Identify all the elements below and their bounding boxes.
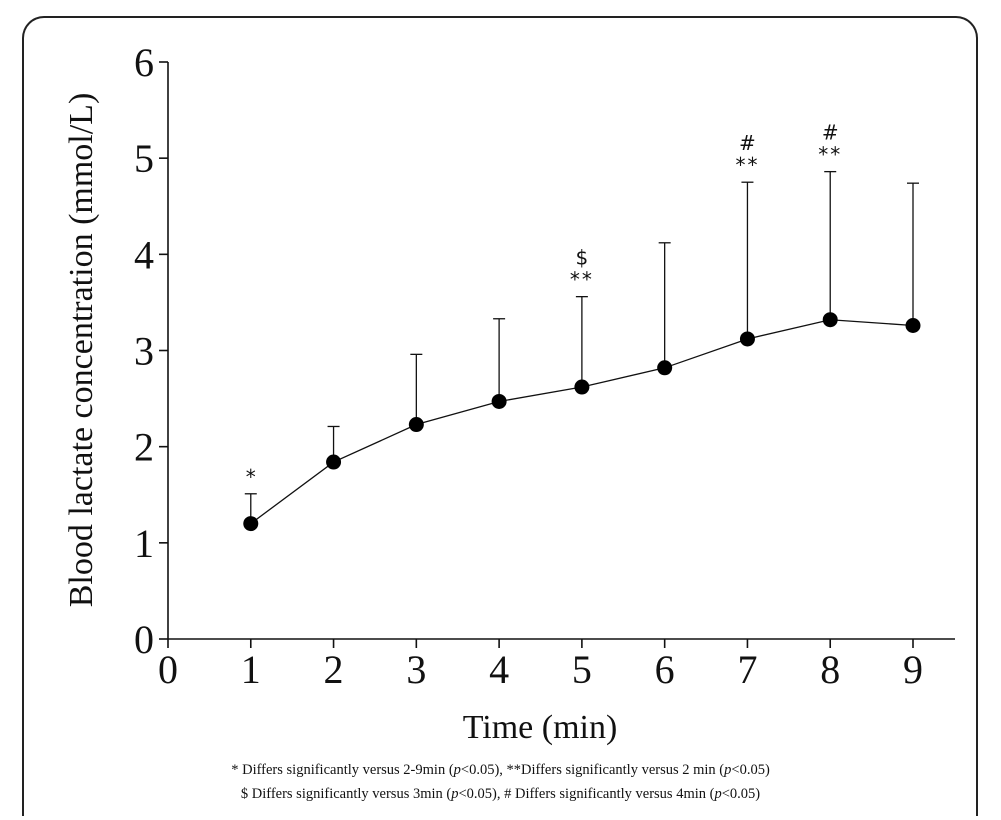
footnote-1-text-b: <0.05), **Differs significantly versus 2…: [460, 762, 725, 778]
y-tick-label: 0: [134, 617, 154, 662]
footnote-1-p: p: [453, 762, 461, 778]
footnote-line-2: $ Differs significantly versus 3min (p<0…: [0, 786, 1001, 803]
footnote-2-text-c: <0.05): [721, 786, 761, 802]
y-tick-label: 3: [134, 329, 154, 374]
footnote-1-p-2: p: [724, 762, 732, 778]
x-tick-label: 4: [489, 647, 509, 692]
data-point: [905, 317, 921, 333]
significance-marker: #: [822, 121, 839, 145]
significance-marker: $: [576, 246, 589, 270]
data-point: [491, 393, 507, 409]
axes: 0 1 2 3 4 5 6 0 1 2 3 4 5 6 7 8 9: [134, 40, 955, 692]
footnote-1-text-c: <0.05): [731, 762, 770, 778]
significance-marker: **: [570, 268, 594, 292]
y-tick-label: 4: [134, 232, 154, 277]
x-tick-label: 3: [406, 647, 426, 692]
x-tick-label: 7: [737, 647, 757, 692]
data-point: [574, 379, 590, 395]
significance-marker: *: [246, 465, 256, 489]
chart-marks: *$**#**#**: [243, 121, 921, 532]
x-axis-label: Time (min): [463, 709, 618, 746]
y-axis-label: Blood lactate concentration (mmol/L): [63, 93, 100, 608]
data-point: [408, 417, 424, 433]
data-point: [243, 516, 259, 532]
x-tick-label: 9: [903, 647, 923, 692]
x-tick-label: 0: [158, 647, 178, 692]
figure-frame: [22, 16, 978, 816]
footnote-2-text-a: $ Differs significantly versus 3min (: [240, 786, 452, 802]
y-tick-label: 5: [134, 136, 154, 181]
x-tick-label: 2: [324, 647, 344, 692]
y-tick-label: 6: [134, 40, 154, 85]
x-tick-label: 8: [820, 647, 840, 692]
y-tick-label: 2: [134, 425, 154, 470]
footnote-2-text-b: <0.05), # Differs significantly versus 4…: [458, 786, 715, 802]
footnote-line-1: * Differs significantly versus 2-9min (p…: [0, 762, 1001, 779]
footnote-2-p-2: p: [714, 786, 722, 802]
significance-marker: **: [818, 143, 842, 167]
x-tick-label: 1: [241, 647, 261, 692]
significance-marker: **: [735, 153, 759, 177]
x-tick-label: 5: [572, 647, 592, 692]
data-point: [657, 360, 673, 376]
data-point: [326, 454, 342, 470]
footnote-1-text-a: * Differs significantly versus 2-9min (: [231, 762, 454, 778]
y-tick-label: 1: [134, 521, 154, 566]
data-point: [822, 312, 838, 328]
footnote-2-p: p: [451, 786, 459, 802]
x-tick-label: 6: [655, 647, 675, 692]
significance-marker: #: [739, 131, 756, 155]
data-point: [739, 331, 755, 347]
